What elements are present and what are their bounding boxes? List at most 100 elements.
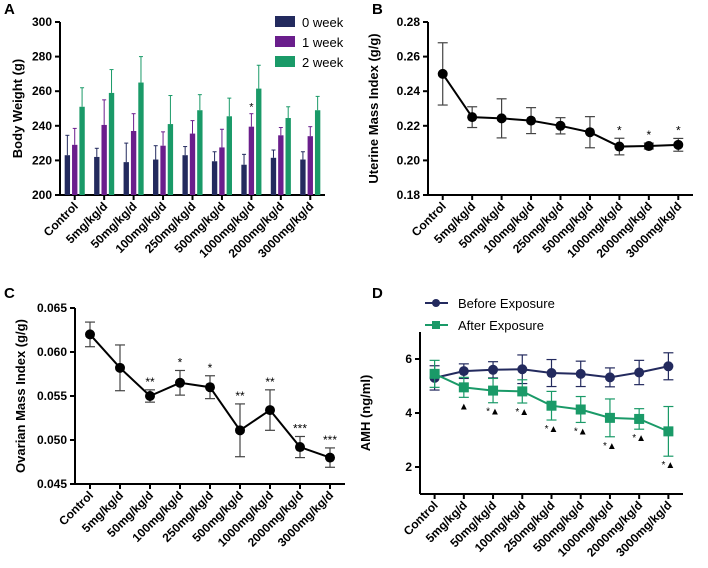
- data-point: [517, 386, 528, 397]
- series-line: [441, 73, 679, 148]
- significance-label: *▲: [545, 424, 559, 435]
- legend-swatch: [275, 56, 295, 67]
- y-tick-label: 0.28: [397, 15, 421, 29]
- bar: [153, 159, 159, 195]
- bar: [314, 110, 321, 195]
- legend-label: Before Exposure: [458, 296, 555, 311]
- significance-label: *: [676, 123, 681, 137]
- data-point: [488, 385, 499, 396]
- panel-label: D: [372, 285, 383, 302]
- significance-label: ▲: [459, 401, 469, 412]
- bar: [130, 130, 137, 195]
- y-tick-label: 0.26: [397, 50, 421, 64]
- bar: [248, 126, 255, 195]
- data-point: [85, 329, 95, 340]
- data-point: [265, 405, 275, 416]
- bar: [285, 118, 291, 195]
- significance-label: **: [235, 389, 245, 403]
- legend-label: 2 week: [302, 55, 344, 70]
- data-point: [634, 367, 645, 378]
- y-tick-label: 200: [32, 188, 52, 202]
- data-point: [325, 452, 335, 463]
- legend-swatch: [275, 36, 295, 47]
- bar: [64, 155, 71, 195]
- bar: [278, 135, 284, 195]
- data-point: [555, 120, 566, 131]
- bar: [226, 116, 232, 195]
- significance-label: *▲: [574, 426, 588, 437]
- legend-marker: [432, 299, 440, 307]
- y-axis-label: AMH (ng/ml): [358, 375, 373, 452]
- significance-label: ***: [293, 421, 307, 435]
- significance-label: **: [265, 375, 275, 389]
- legend-label: 1 week: [302, 35, 344, 50]
- y-tick-label: 0.060: [37, 345, 67, 359]
- bar: [189, 133, 196, 195]
- bar: [219, 147, 225, 195]
- bar: [307, 136, 313, 195]
- bar: [79, 106, 85, 195]
- data-point: [496, 113, 507, 124]
- significance-label: *: [617, 123, 622, 137]
- y-axis-label: Uterine Mass Index (g/g): [366, 33, 381, 183]
- data-point: [584, 127, 595, 138]
- panel-label: C: [4, 285, 15, 302]
- legend-marker: [432, 321, 440, 329]
- y-tick-label: 0.055: [37, 389, 67, 403]
- panel-B: B 0.18 0.20 0.22 0.24 0.26 0.28 Uterine Mass In…: [366, 1, 693, 261]
- data-point: [429, 368, 440, 379]
- y-tick-label: 4: [405, 406, 412, 420]
- bar: [108, 92, 115, 195]
- y-tick-label: 280: [32, 50, 52, 64]
- data-point: [458, 366, 469, 377]
- data-point: [145, 391, 155, 401]
- significance-label: *▲: [603, 441, 617, 452]
- bar: [138, 82, 144, 195]
- data-point: [295, 442, 305, 453]
- y-tick-label: 2: [405, 460, 412, 474]
- bar: [123, 162, 129, 195]
- significance-label: *: [249, 102, 254, 114]
- y-tick-label: 0.050: [37, 433, 67, 447]
- data-point: [437, 68, 448, 79]
- bar: [94, 156, 100, 195]
- bar: [182, 155, 188, 195]
- bar: [270, 157, 277, 195]
- bar: [167, 124, 174, 195]
- y-tick-label: 0.22: [397, 119, 421, 133]
- data-point: [604, 372, 615, 383]
- data-point: [115, 362, 125, 373]
- y-tick-label: 260: [32, 84, 52, 98]
- panel-C: C 0.045 0.050 0.055 0.060 0.065 Ovarian Mass I…: [4, 285, 345, 550]
- data-point: [575, 368, 586, 379]
- bar: [256, 88, 262, 195]
- data-point: [634, 413, 645, 424]
- y-tick-label: 0.24: [397, 84, 421, 98]
- data-point: [205, 382, 215, 393]
- data-point: [673, 139, 684, 150]
- data-point: [546, 368, 557, 379]
- data-point: [604, 412, 615, 423]
- y-tick-label: 0.065: [37, 301, 67, 315]
- data-point: [467, 112, 478, 123]
- significance-label: *▲: [515, 407, 529, 418]
- bar: [197, 110, 203, 195]
- bar: [300, 159, 306, 195]
- significance-label: **: [145, 375, 155, 389]
- data-point: [614, 141, 625, 152]
- significance-label: ***: [323, 433, 337, 447]
- data-point: [663, 426, 674, 437]
- bar: [211, 161, 218, 195]
- y-tick-label: 0.045: [37, 477, 67, 491]
- y-axis-label: Body Weight (g): [10, 59, 25, 158]
- data-point: [175, 377, 185, 388]
- bar: [241, 164, 247, 195]
- y-tick-label: 220: [32, 153, 52, 167]
- legend-label: 0 week: [302, 15, 344, 30]
- data-point: [643, 141, 654, 152]
- y-tick-label: 240: [32, 119, 52, 133]
- legend-swatch: [275, 16, 295, 27]
- data-point: [663, 361, 674, 372]
